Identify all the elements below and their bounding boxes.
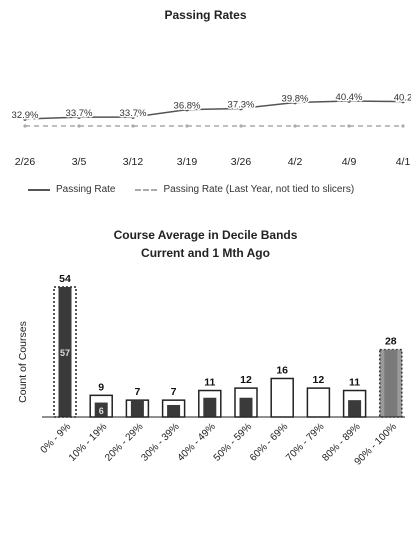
line-chart-legend: Passing Rate Passing Rate (Last Year, no… [28,184,354,195]
point-current [185,107,189,112]
category-label: 30% - 39% [139,421,181,463]
category-label: 20% - 29% [103,421,145,463]
x-tick-label: 3/19 [177,156,198,168]
bar-current [130,400,144,417]
point-last-year [239,124,243,128]
bar-chart-title-line2: Current and 1 Mth Ago [141,246,270,260]
bar-value-label: 11 [204,377,215,389]
category-label: 0% - 9% [39,421,74,456]
bar-chart-title-line1: Course Average in Decile Bands [113,228,298,242]
data-label-current: 37.3% [228,99,255,110]
point-last-year [401,124,405,128]
line-chart: 32.9% 33.7% 33.7% 36.8% 37.3% 39.8% 40.4% 40.2 2… [10,91,411,168]
point-current [131,115,135,119]
data-label-current: 40.2 [394,93,411,104]
bar-current [94,402,108,417]
point-current [293,100,297,105]
point-last-year [131,124,135,128]
point-last-year [77,124,81,128]
data-label-current: 32.9% [12,110,39,121]
legend-current-swatch [28,188,50,191]
x-tick-label: 3/5 [72,156,87,168]
bar-chart: Count of Courses 54 57 0% - 9% 9 6 10% - 19% 7 2… [17,275,405,468]
point-last-year [185,124,189,128]
bar-value-label: 54 [59,275,71,285]
point-current [401,99,405,104]
bar-value-label: 9 [98,381,104,393]
line-current [24,100,404,120]
point-last-year [347,124,351,128]
bar-inner-label: 57 [60,348,70,358]
bar-value-label: 16 [276,364,288,376]
point-last-year [293,124,297,128]
bar-value-label: 7 [134,386,140,398]
category-label: 10% - 19% [67,421,109,463]
point-current [77,115,81,119]
x-tick-label: 4/2 [288,156,303,168]
bar-current [167,404,181,417]
x-tick-label: 4/9 [342,156,357,168]
data-label-current: 36.8% [174,101,201,112]
bar-current [384,349,398,417]
bar-previous [306,387,331,418]
category-label: 70% - 79% [284,421,326,463]
bar-value-label: 12 [313,374,325,386]
point-current [23,117,27,121]
bar-inner-label: 6 [99,406,104,416]
category-label: 40% - 49% [176,421,218,463]
x-tick-label: 4/1 [396,156,411,168]
category-label: 50% - 59% [212,421,254,463]
point-current [239,106,243,111]
data-label-current: 39.8% [282,93,309,104]
bar-value-label: 28 [385,336,397,348]
legend-last-year-label: Passing Rate (Last Year, not tied to sli… [163,184,355,195]
bar-current [239,397,253,417]
point-current [347,99,351,103]
bar-value-label: 12 [240,374,252,386]
bar-current [58,287,72,417]
y-axis-label: Count of Courses [17,321,29,403]
data-label-current: 40.4% [336,92,363,103]
data-label-current: 33.7% [66,108,93,119]
bar-value-label: 11 [349,377,360,389]
x-tick-label: 2/26 [15,156,36,168]
legend-current-label: Passing Rate [56,184,116,195]
bar-previous [270,377,294,418]
bar-current [348,400,362,417]
bar-current [203,397,217,417]
point-last-year [23,124,27,128]
bar-value-label: 7 [171,386,177,398]
line-chart-title: Passing Rates [164,8,247,22]
data-label-current: 33.7% [120,108,147,119]
x-tick-label: 3/12 [123,156,144,168]
x-tick-label: 3/26 [231,156,252,168]
category-label: 60% - 69% [248,421,290,463]
legend-last-year-swatch [135,188,158,191]
